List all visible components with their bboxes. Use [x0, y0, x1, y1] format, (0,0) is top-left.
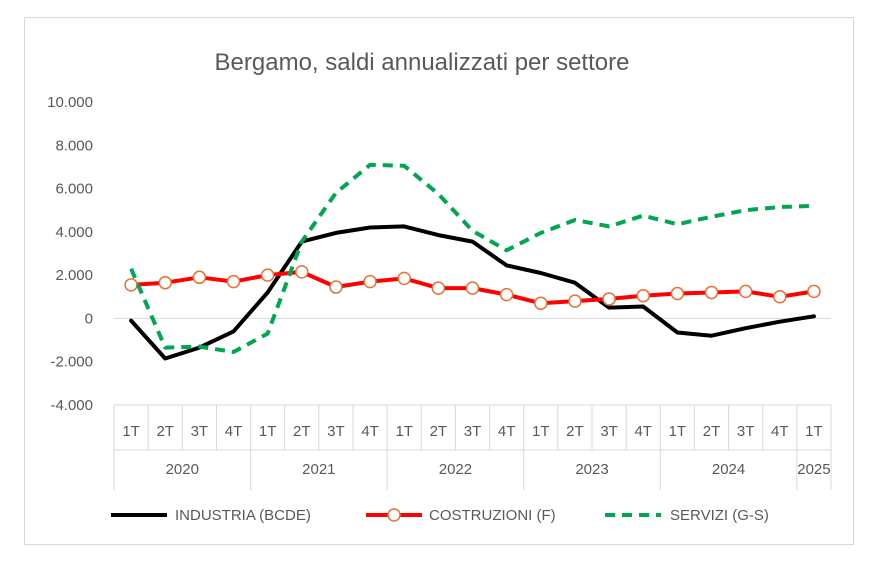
y-tick-label: 0 [85, 310, 93, 327]
data-point [397, 271, 411, 286]
x-axis: 1T 2T 3T 4T 1T 2T 3T 4T 1T 2T 3T 4T 1T 2T 3T 4T 1T 2T 3T 4T… [113, 404, 832, 490]
legend-label: SERVIZI (G-S) [670, 507, 769, 524]
data-point [329, 280, 343, 294]
x-tick-label-quarter: 1T [532, 423, 550, 440]
data-point [738, 284, 753, 299]
data-point [124, 278, 138, 292]
series-line-0 [129, 224, 816, 361]
x-tick-label-year: 2024 [712, 461, 745, 478]
x-tick-label-year: 2023 [575, 461, 608, 478]
data-point [431, 281, 446, 295]
x-tick-label-quarter: 1T [395, 423, 413, 440]
chart-title: Bergamo, saldi annualizzati per settore [215, 49, 630, 76]
data-point [260, 268, 275, 282]
x-tick-label-year: 2022 [439, 461, 472, 478]
x-tick-label-quarter: 4T [771, 423, 789, 440]
x-tick-label-quarter: 1T [122, 423, 140, 440]
y-tick-label: 6.000 [55, 181, 93, 198]
line-chart: Bergamo, saldi annualizzati per settore … [47, 49, 832, 524]
data-point [602, 292, 616, 306]
x-tick-label-quarter: 4T [634, 423, 652, 440]
legend: INDUSTRIA (BCDE) COSTRUZIONI (F) SERVIZI (… [111, 507, 769, 524]
y-tick-label: -2.000 [50, 354, 93, 371]
y-tick-label: -4.000 [50, 397, 93, 414]
x-tick-label-year: 2020 [166, 461, 199, 478]
data-point [568, 294, 582, 308]
data-point [465, 281, 480, 295]
x-tick-label-quarter: 3T [600, 423, 618, 440]
x-tick-label-quarter: 2T [703, 423, 721, 440]
x-tick-label-quarter: 4T [225, 423, 243, 440]
x-tick-label-quarter: 3T [464, 423, 482, 440]
x-tick-label-quarter: 2T [156, 423, 174, 440]
data-point [807, 284, 821, 299]
series-layer [124, 162, 821, 361]
data-point [670, 286, 685, 301]
x-tick-label-quarter: 4T [361, 423, 379, 440]
data-point [636, 288, 650, 303]
x-tick-label-quarter: 3T [327, 423, 345, 440]
x-tick-label-year: 2025 [797, 461, 830, 478]
x-tick-label-quarter: 4T [498, 423, 516, 440]
data-point [158, 275, 172, 290]
data-point [773, 290, 787, 304]
x-tick-label-quarter: 1T [669, 423, 687, 440]
x-tick-label-quarter: 1T [259, 423, 277, 440]
legend-label: COSTRUZIONI (F) [429, 507, 556, 524]
x-tick-label-quarter: 1T [805, 423, 823, 440]
chart-frame: Bergamo, saldi annualizzati per settore … [24, 17, 854, 545]
data-point [192, 270, 207, 285]
data-point [363, 274, 377, 289]
legend-marker [387, 508, 401, 522]
x-tick-label-quarter: 3T [737, 423, 755, 440]
y-axis: -4.000 -2.000 0 2.000 4.000 6.000 8.000 10.000 [47, 94, 831, 414]
x-tick-label-year: 2021 [302, 461, 335, 478]
x-tick-label-quarter: 2T [566, 423, 584, 440]
data-point [295, 265, 309, 279]
legend-label: INDUSTRIA (BCDE) [175, 507, 311, 524]
data-point [499, 287, 514, 302]
y-tick-label: 10.000 [47, 94, 93, 111]
y-tick-label: 2.000 [55, 267, 93, 284]
data-point [226, 274, 241, 289]
y-tick-label: 8.000 [55, 137, 93, 154]
data-point [534, 296, 548, 311]
x-tick-label-quarter: 2T [430, 423, 448, 440]
y-tick-label: 4.000 [55, 224, 93, 241]
data-point [704, 285, 719, 300]
series-line-2 [129, 162, 814, 354]
x-tick-label-quarter: 2T [293, 423, 311, 440]
x-tick-label-quarter: 3T [191, 423, 209, 440]
